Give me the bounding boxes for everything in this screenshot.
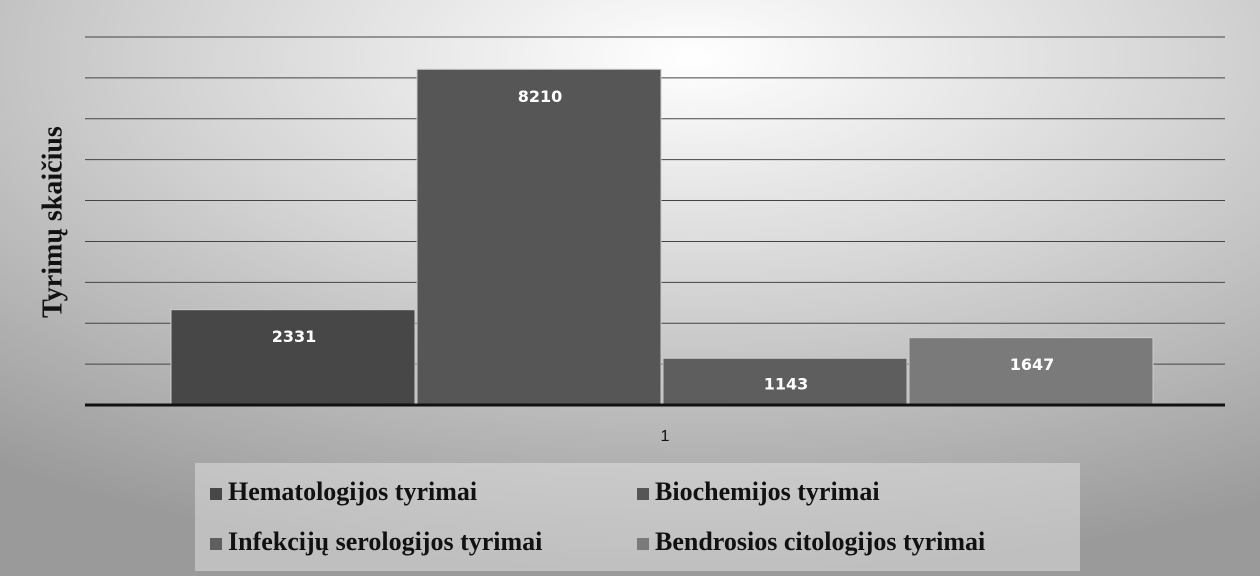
- y-axis-label: Tyrimų skaičius: [37, 126, 68, 318]
- legend-swatch: [210, 538, 222, 550]
- legend-label: Biochemijos tyrimai: [655, 477, 880, 506]
- x-tick-label: 1: [661, 428, 670, 445]
- data-label: 1647: [1010, 355, 1055, 374]
- bar: [416, 68, 662, 406]
- legend-label: Bendrosios citologijos tyrimai: [655, 527, 985, 556]
- data-label: 1143: [764, 375, 809, 394]
- bar: [170, 309, 416, 406]
- legend-label: Infekcijų serologijos tyrimai: [228, 527, 542, 556]
- legend-box: [195, 463, 1080, 571]
- data-label: 8210: [518, 87, 563, 106]
- data-label: 2331: [272, 327, 317, 346]
- legend-swatch: [637, 488, 649, 500]
- legend-label: Hematologijos tyrimai: [228, 477, 477, 506]
- legend-swatch: [210, 488, 222, 500]
- legend-swatch: [637, 538, 649, 550]
